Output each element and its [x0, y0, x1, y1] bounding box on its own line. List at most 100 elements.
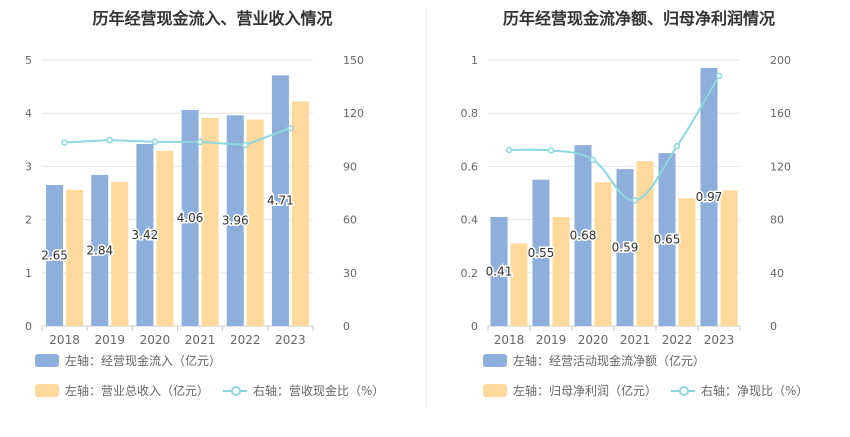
bar-primary	[490, 216, 508, 326]
y-left-tick-label: 3	[25, 160, 32, 173]
y-right-tick-label: 200	[770, 54, 791, 67]
legend-swatch-bar	[483, 354, 507, 367]
panel-divider	[426, 8, 427, 408]
y-left-tick-label: 0.6	[461, 160, 479, 173]
legend-label: 右轴：净现比（%）	[701, 384, 809, 398]
chart-plot-area: 0 0 0.2 40 0.4 80 0.6 120 0.8 160 1 200 2018 2019 2020…	[461, 54, 792, 345]
bar-data-label: 0.55	[528, 246, 555, 260]
line-point	[631, 197, 639, 204]
legend-swatch-bar	[483, 384, 507, 397]
bar-secondary	[201, 117, 219, 326]
line-point	[196, 138, 204, 146]
chart-title: 历年经营现金流净额、归母净利润情况	[502, 9, 775, 28]
legend-swatch-bar	[35, 354, 59, 367]
legend-label: 左轴：归母净利润（亿元）	[513, 384, 658, 398]
bar-primary	[46, 185, 64, 326]
y-left-tick-label: 4	[25, 107, 32, 120]
legend-item-cash-ratio[interactable]: 右轴：营收现金比（%）	[223, 382, 384, 399]
x-tick-label: 2018	[49, 333, 80, 345]
y-left-tick-label: 1	[471, 54, 478, 67]
bar-data-label: 3.96	[222, 214, 249, 228]
y-right-tick-label: 30	[343, 267, 357, 280]
legend-item-net-profit[interactable]: 左轴：归母净利润（亿元）	[483, 382, 657, 399]
y-left-tick-label: 0.4	[461, 214, 479, 227]
bar-secondary	[510, 243, 528, 326]
bar-secondary	[246, 119, 264, 326]
bar-primary	[181, 110, 199, 327]
bar-data-label: 2.65	[41, 249, 68, 263]
x-tick-label: 2022	[230, 333, 261, 345]
chart-plot-area: 0 0 1 30 2 60 3 90 4 120 5 150 2018 2019 2020 2021 2022 2…	[25, 54, 364, 345]
x-tick-label: 2018	[494, 333, 525, 345]
bar-primary	[658, 153, 676, 326]
line-point	[151, 138, 159, 146]
x-tick-label: 2019	[536, 333, 567, 345]
legend-label: 左轴：经营现金流入（亿元）	[65, 354, 222, 368]
bar-data-label: 0.59	[612, 241, 639, 255]
x-tick-label: 2019	[94, 333, 125, 345]
bar-secondary	[111, 181, 129, 326]
line-point	[106, 136, 113, 144]
x-tick-label: 2020	[140, 333, 171, 345]
chart-panel-cash-inflow: 历年经营现金流入、营业收入情况 0 0 1 30 2 60 3 90 4 120 5 150 2018 2…	[25, 9, 384, 399]
y-right-tick-label: 90	[343, 160, 357, 173]
legend-swatch-line	[223, 384, 248, 397]
bar-secondary	[291, 101, 309, 326]
chart-panel-net-cash: 历年经营现金流净额、归母净利润情况 0 0 0.2 40 0.4 80 0.6 120 0.8 1…	[428, 0, 850, 437]
x-tick-label: 2022	[662, 333, 693, 345]
bar-primary	[574, 145, 592, 326]
y-left-tick-label: 5	[25, 54, 32, 67]
y-left-tick-label: 0	[25, 320, 32, 333]
legend-item-net-cash-ratio[interactable]: 右轴：净现比（%）	[671, 382, 808, 399]
bar-primary	[700, 67, 718, 326]
bar-secondary	[594, 182, 612, 326]
line-series	[64, 127, 291, 146]
line-point	[242, 141, 249, 149]
y-left-tick-label: 1	[25, 267, 32, 280]
bar-primary	[271, 75, 289, 326]
y-right-tick-label: 40	[770, 267, 784, 280]
y-right-tick-label: 150	[343, 54, 364, 67]
chart-title: 历年经营现金流入、营业收入情况	[92, 9, 333, 28]
x-tick-label: 2023	[275, 333, 306, 345]
bar-primary	[616, 169, 634, 326]
legend-item-net-cash-flow[interactable]: 左轴：经营活动现金流净额（亿元）	[483, 352, 705, 369]
x-tick-label: 2021	[185, 333, 216, 345]
line-point	[505, 146, 513, 154]
legend-label: 左轴：营业总收入（亿元）	[65, 384, 210, 398]
line-point	[589, 156, 597, 163]
legend-item-revenue[interactable]: 左轴：营业总收入（亿元）	[35, 382, 209, 399]
bar-data-label: 3.42	[132, 228, 159, 242]
bar-secondary	[678, 198, 696, 326]
y-right-tick-label: 160	[770, 107, 791, 120]
legend-label: 右轴：营收现金比（%）	[253, 384, 385, 398]
legend-swatch-line	[671, 384, 696, 397]
y-right-tick-label: 60	[343, 214, 357, 227]
line-point	[287, 124, 294, 132]
bar-secondary	[552, 216, 570, 326]
y-right-tick-label: 120	[770, 160, 791, 173]
bar-primary	[136, 144, 154, 326]
y-right-tick-label: 120	[343, 107, 364, 120]
y-right-tick-label: 80	[770, 214, 784, 227]
bar-primary	[226, 115, 244, 326]
y-left-tick-label: 0	[471, 320, 478, 333]
bar-secondary	[636, 161, 654, 326]
bar-data-label: 0.68	[570, 229, 597, 243]
bar-secondary	[156, 150, 174, 326]
x-tick-label: 2020	[578, 333, 609, 345]
bar-secondary	[720, 190, 738, 326]
bar-data-label: 0.41	[486, 264, 513, 278]
bar-primary	[91, 174, 109, 326]
bar-data-label: 4.71	[267, 194, 294, 208]
line-point	[61, 139, 68, 146]
bar-data-label: 2.84	[86, 243, 113, 257]
bar-primary	[532, 179, 550, 326]
line-point	[673, 142, 681, 150]
legend-label: 左轴：经营活动现金流净额（亿元）	[513, 354, 706, 368]
line-point	[715, 72, 723, 80]
legend-item-cash-inflow[interactable]: 左轴：经营现金流入（亿元）	[35, 352, 221, 369]
x-tick-label: 2023	[704, 333, 735, 345]
y-right-tick-label: 0	[343, 320, 350, 333]
bar-secondary	[66, 189, 84, 326]
